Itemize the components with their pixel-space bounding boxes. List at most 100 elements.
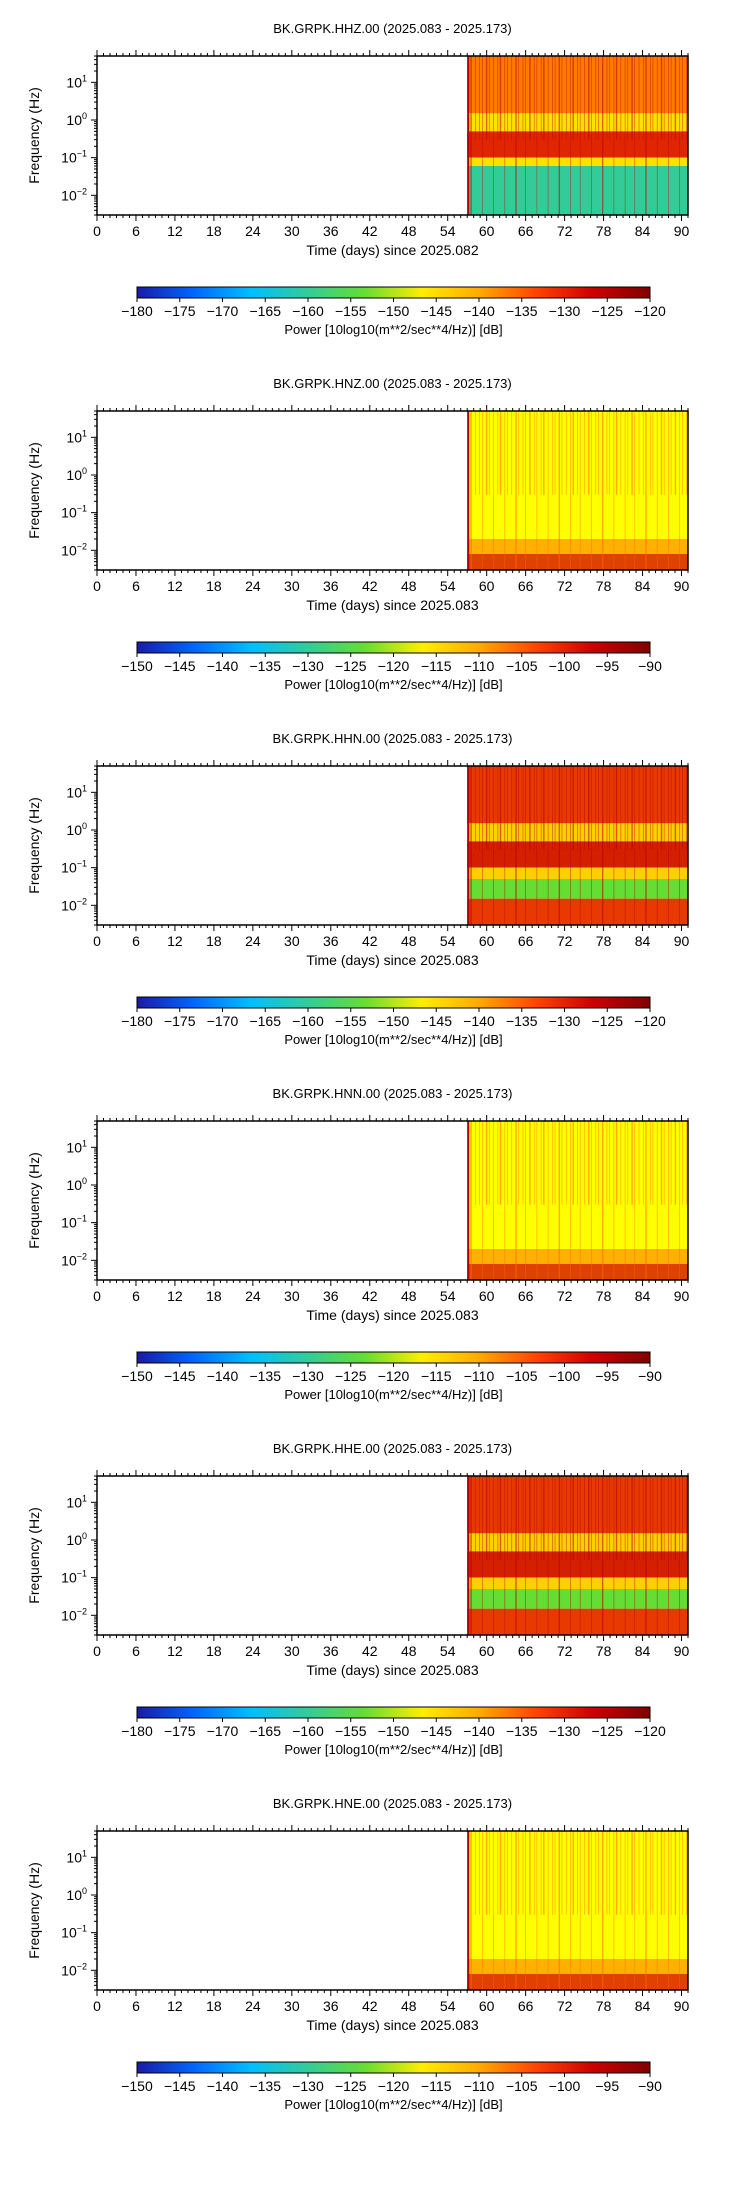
x-tick-label: 42 [362, 223, 378, 239]
y-tick-label: 10−2 [61, 1606, 87, 1623]
colorbar-tick-label: −150 [121, 2078, 153, 2094]
colorbar-tick-label: −145 [164, 658, 196, 674]
colorbar-tick-label: −90 [638, 1368, 662, 1384]
spectral-band [467, 1588, 688, 1609]
colorbar-tick-label: −135 [249, 658, 281, 674]
x-axis-label: Time (days) since 2025.083 [306, 1307, 478, 1323]
colorbar-tick-label: −160 [292, 303, 324, 319]
x-tick-label: 30 [284, 1998, 300, 2014]
x-tick-label: 66 [518, 933, 534, 949]
colorbar-tick-label: −155 [335, 1013, 367, 1029]
x-tick-label: 72 [557, 1643, 573, 1659]
colorbar-tick-label: −125 [591, 1723, 623, 1739]
x-tick-label: 6 [132, 1998, 140, 2014]
x-tick-label: 72 [557, 1288, 573, 1304]
plot-frame [96, 55, 689, 216]
x-axis-label: Time (days) since 2025.083 [306, 597, 478, 613]
y-tick-label: 10−2 [61, 1961, 87, 1978]
x-tick-label: 54 [440, 1288, 456, 1304]
y-axis-label: Frequency (Hz) [26, 87, 42, 183]
x-tick-label: 42 [362, 578, 378, 594]
colorbar-tick-label: −130 [292, 1368, 324, 1384]
colorbar-tick-label: −140 [207, 2078, 239, 2094]
x-tick-label: 60 [479, 1288, 495, 1304]
x-tick-label: 78 [596, 1288, 612, 1304]
colorbar-tick-label: −100 [549, 2078, 581, 2094]
x-tick-label: 48 [401, 1998, 417, 2014]
colorbar-tick-label: −125 [335, 658, 367, 674]
y-tick-label: 100 [66, 466, 87, 483]
spectral-band [467, 1608, 688, 1635]
y-tick-label: 100 [66, 1886, 87, 1903]
plot-frame [96, 1120, 689, 1281]
x-tick-label: 0 [93, 223, 101, 239]
colorbar-tick-label: −170 [207, 1013, 239, 1029]
colorbar-tick-label: −105 [506, 2078, 538, 2094]
x-tick-label: 0 [93, 1643, 101, 1659]
colorbar-tick-label: −100 [549, 1368, 581, 1384]
colorbar-tick-label: −110 [464, 1368, 495, 1384]
spectral-band [467, 1958, 688, 1974]
chart-title: BK.GRPK.HHN.00 (2025.083 - 2025.173) [273, 731, 513, 746]
colorbar-tick-label: −140 [463, 1723, 495, 1739]
x-tick-label: 12 [167, 933, 183, 949]
x-tick-label: 24 [245, 1288, 261, 1304]
spectral-band [467, 553, 688, 570]
colorbar-tick-label: −160 [292, 1013, 324, 1029]
colorbar-tick-label: −120 [634, 1013, 666, 1029]
x-tick-label: 66 [518, 578, 534, 594]
plot-frame [96, 765, 689, 926]
spectral-band [467, 538, 688, 554]
colorbar-tick-label: −95 [595, 1368, 619, 1384]
colorbar-tick-label: −135 [249, 2078, 281, 2094]
x-tick-label: 6 [132, 933, 140, 949]
spectrogram-panel: BK.GRPK.HNN.00 (2025.083 - 2025.173) 0 6 12… [26, 1086, 690, 1402]
colorbar-tick-label: −90 [638, 658, 662, 674]
y-tick-label: 101 [66, 1138, 87, 1155]
colorbar-tick-label: −110 [464, 658, 495, 674]
colorbar-tick-label: −170 [207, 1723, 239, 1739]
x-tick-label: 6 [132, 1643, 140, 1659]
colorbar-tick-label: −120 [378, 2078, 410, 2094]
colorbar-tick-label: −120 [634, 303, 666, 319]
x-tick-label: 30 [284, 223, 300, 239]
x-tick-label: 18 [206, 933, 222, 949]
x-tick-label: 18 [206, 1288, 222, 1304]
colorbar-tick-label: −125 [335, 2078, 367, 2094]
colorbar-tick-label: −145 [164, 1368, 196, 1384]
x-tick-label: 54 [440, 1998, 456, 2014]
x-tick-label: 72 [557, 578, 573, 594]
x-tick-label: 90 [674, 1288, 690, 1304]
x-tick-label: 84 [635, 933, 651, 949]
x-tick-label: 78 [596, 578, 612, 594]
y-tick-label: 10−1 [61, 504, 87, 521]
colorbar [136, 641, 651, 654]
y-tick-label: 100 [66, 1531, 87, 1548]
x-tick-label: 78 [596, 933, 612, 949]
colorbar-tick-label: −165 [249, 1013, 281, 1029]
y-tick-label: 100 [66, 111, 87, 128]
x-tick-label: 6 [132, 223, 140, 239]
colorbar-tick-label: −120 [634, 1723, 666, 1739]
spectral-band [467, 1263, 688, 1280]
y-axis-label: Frequency (Hz) [26, 797, 42, 893]
x-tick-label: 78 [596, 1998, 612, 2014]
y-tick-label: 10−2 [61, 541, 87, 558]
x-tick-label: 90 [674, 223, 690, 239]
colorbar-tick-label: −150 [378, 1013, 410, 1029]
spectral-band [467, 157, 688, 167]
colorbar-tick-label: −145 [164, 2078, 196, 2094]
x-tick-label: 90 [674, 1643, 690, 1659]
x-tick-label: 72 [557, 933, 573, 949]
colorbar-tick-label: −140 [463, 1013, 495, 1029]
colorbar-tick-label: −130 [549, 1013, 581, 1029]
plot-frame [96, 1475, 689, 1636]
x-tick-label: 36 [323, 1643, 339, 1659]
colorbar-tick-label: −110 [464, 2078, 495, 2094]
x-tick-label: 84 [635, 578, 651, 594]
colorbar-tick-label: −175 [164, 1013, 196, 1029]
x-tick-label: 84 [635, 223, 651, 239]
colorbar-label: Power [10log10(m**2/sec**4/Hz)] [dB] [284, 1387, 502, 1402]
y-tick-label: 10−1 [61, 149, 87, 166]
x-tick-label: 42 [362, 933, 378, 949]
